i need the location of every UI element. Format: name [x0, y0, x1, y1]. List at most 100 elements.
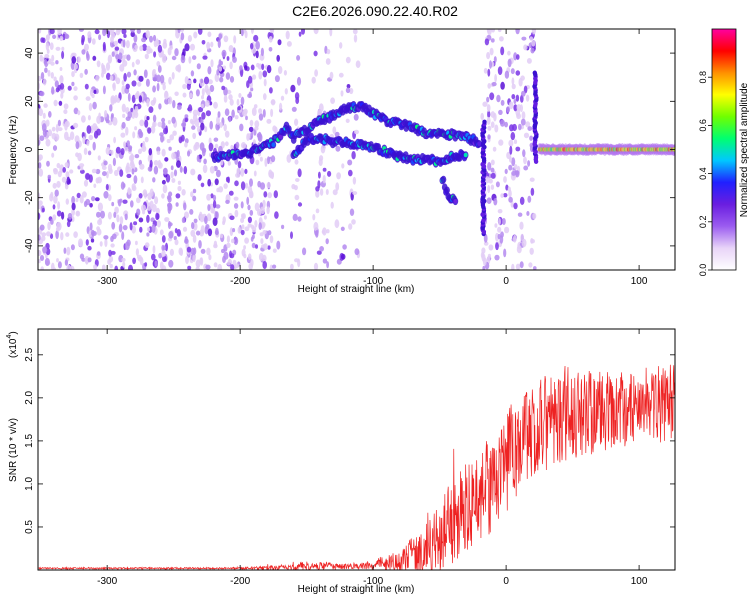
noise-region [480, 29, 537, 270]
noise-blob [217, 263, 223, 270]
track-core [271, 142, 276, 147]
noise-blob [486, 96, 490, 103]
noise-blob [39, 255, 45, 261]
noise-blob [157, 44, 163, 53]
noise-blob [200, 182, 205, 188]
snr-multiplier-exp: 4 [6, 335, 13, 339]
noise-blob [487, 68, 491, 77]
noise-blob [144, 242, 150, 249]
noise-blob [55, 123, 59, 133]
snr-multiplier-close: ) [8, 331, 19, 334]
noise-blob [70, 244, 75, 251]
noise-blob [159, 74, 165, 84]
noise-blob [193, 144, 197, 151]
noise-blob [146, 48, 151, 55]
noise-blob [294, 159, 299, 165]
noise-blob [120, 148, 125, 156]
noise-blob [503, 176, 507, 183]
noise-blob [120, 132, 126, 138]
noise-blob [529, 177, 535, 182]
noise-blob [513, 52, 518, 61]
noise-blob [161, 121, 166, 129]
noise-blob [113, 40, 119, 46]
noise-blob [215, 204, 221, 209]
noise-blob [42, 112, 46, 119]
noise-blob [219, 76, 224, 83]
noise-blob [77, 110, 81, 116]
noise-blob [340, 90, 344, 97]
spectrogram-ytick-label: 20 [24, 95, 35, 107]
noise-blob [181, 122, 187, 128]
noise-blob [349, 208, 355, 216]
noise-blob [297, 258, 301, 268]
colorbar-tick-label: 0.8 [698, 71, 708, 84]
noise-blob [276, 240, 281, 250]
noise-blob [215, 211, 219, 220]
noise-blob [313, 221, 319, 231]
noise-blob [170, 165, 174, 171]
noise-blob [130, 200, 134, 208]
noise-blob [96, 128, 101, 136]
noise-blob [159, 229, 164, 236]
noise-blob [210, 41, 214, 48]
noise-blob [353, 113, 359, 121]
noise-blob [176, 104, 182, 110]
noise-blob [38, 168, 44, 177]
noise-blob [63, 109, 68, 115]
noise-blob [60, 75, 64, 81]
noise-blob [262, 254, 267, 262]
noise-blob [126, 54, 131, 61]
noise-blob [138, 75, 144, 82]
noise-blob [159, 132, 164, 137]
noise-blob [53, 168, 58, 173]
noise-blob [165, 242, 168, 252]
noise-blob [513, 104, 518, 112]
noise-blob [98, 34, 102, 41]
noise-blob [483, 233, 488, 243]
noise-blob [315, 230, 319, 238]
noise-blob [92, 101, 97, 110]
noise-blob [175, 202, 179, 207]
noise-blob [152, 177, 156, 183]
noise-blob [153, 160, 159, 166]
noise-blob [130, 31, 135, 38]
noise-blob [122, 113, 126, 118]
noise-blob [319, 188, 324, 196]
spectrogram-ylabel: Frequency (Hz) [8, 116, 19, 185]
noise-blob [138, 95, 143, 103]
noise-blob [67, 212, 73, 220]
noise-blob [483, 67, 488, 74]
noise-blob [192, 255, 196, 263]
noise-blob [217, 111, 221, 118]
noise-blob [122, 54, 126, 63]
noise-blob [513, 202, 518, 210]
noise-blob [487, 185, 491, 194]
noise-blob [495, 242, 499, 251]
noise-blob [271, 171, 274, 180]
noise-blob [144, 119, 149, 128]
noise-blob [124, 213, 128, 221]
noise-blob [490, 167, 495, 173]
noise-blob [531, 40, 536, 47]
snr-xtick-label: 100 [631, 576, 648, 587]
noise-blob [195, 142, 200, 147]
noise-blob [228, 45, 234, 53]
spectral-spike [480, 119, 487, 237]
noise-blob [231, 109, 235, 118]
noise-blob [168, 146, 172, 151]
noise-blob [247, 223, 252, 228]
colorbar-tick-label: 0.2 [698, 216, 708, 229]
noise-blob [269, 29, 274, 32]
noise-blob [126, 140, 130, 147]
noise-blob [148, 148, 153, 156]
noise-blob [64, 131, 69, 141]
noise-blob [38, 154, 43, 161]
noise-blob [42, 128, 48, 138]
noise-blob [263, 93, 267, 101]
noise-blob [152, 85, 157, 93]
noise-blob [105, 146, 111, 155]
noise-blob [326, 229, 330, 234]
spectral-track [290, 132, 469, 168]
noise-blob [81, 115, 86, 123]
noise-blob [39, 135, 45, 141]
